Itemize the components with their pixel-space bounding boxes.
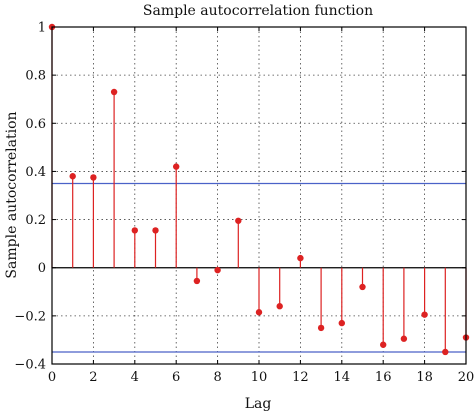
y-axis-title: Sample autocorrelation	[4, 111, 20, 278]
stems	[51, 27, 467, 352]
x-tick-label: 14	[334, 370, 351, 385]
y-tick-label: 1	[38, 21, 46, 36]
chart-title: Sample autocorrelation function	[143, 3, 373, 19]
y-tick-label: 0	[38, 261, 46, 276]
marker-lag-10	[255, 309, 263, 316]
x-tick-label: 20	[458, 370, 474, 385]
marker-lag-19	[442, 348, 449, 356]
marker-lag-17	[400, 335, 408, 342]
marker-lag-5	[152, 227, 159, 234]
marker-lag-9	[235, 217, 242, 224]
marker-lag-8	[214, 266, 221, 274]
marker-lag-12	[297, 254, 304, 262]
marker-lag-4	[131, 227, 138, 234]
marker-lag-1	[69, 173, 76, 180]
x-tick-label: 2	[89, 370, 97, 385]
y-tick-label: 0.4	[25, 165, 46, 180]
marker-lag-15	[359, 283, 366, 291]
y-tick-label: 0.2	[25, 213, 46, 228]
x-tick-label: 16	[375, 370, 392, 385]
grid	[52, 27, 466, 364]
x-tick-label: 6	[172, 370, 180, 385]
marker-lag-7	[193, 277, 201, 285]
marker-lag-11	[276, 303, 283, 310]
x-tick-label: 18	[416, 370, 433, 385]
marker-lag-14	[338, 319, 345, 327]
y-tick-label: −0.4	[14, 358, 46, 373]
marker-lag-18	[421, 311, 428, 318]
y-tick-label: 0.6	[25, 117, 46, 132]
x-tick-label: 12	[292, 370, 309, 385]
marker-lag-16	[380, 341, 387, 348]
axis-ticks	[51, 26, 467, 365]
y-tick-label: −0.2	[14, 309, 46, 324]
x-axis-title: Lag	[245, 396, 272, 412]
marker-lag-13	[317, 324, 325, 332]
x-tick-label: 8	[213, 370, 221, 385]
y-tick-labels: −0.4 −0.2 0 0.2 0.4 0.6 0.8 1	[14, 21, 46, 373]
x-tick-label: 10	[251, 370, 268, 385]
marker-lag-3	[110, 88, 118, 96]
x-tick-labels: 0 2 4 6 8 10 12 14 16 18 20	[48, 370, 474, 385]
x-tick-label: 0	[48, 370, 56, 385]
x-tick-label: 4	[131, 370, 139, 385]
y-tick-label: 0.8	[25, 69, 46, 84]
confidence-bounds	[52, 182, 466, 353]
marker-lag-2	[90, 174, 97, 181]
marker-lag-6	[173, 163, 180, 170]
markers	[48, 23, 470, 356]
